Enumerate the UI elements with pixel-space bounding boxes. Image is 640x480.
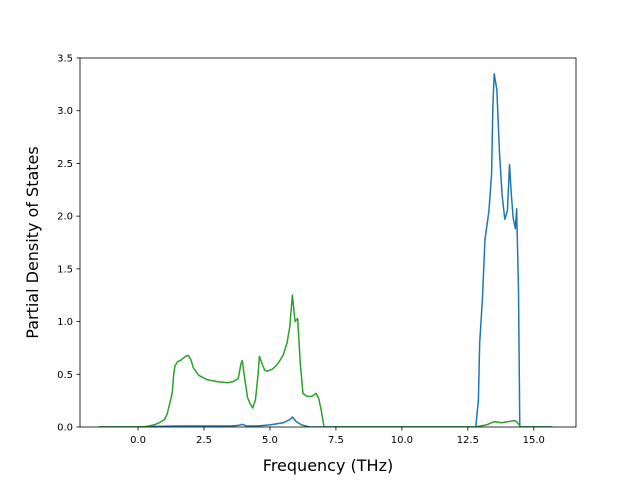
series-layer — [98, 73, 553, 427]
y-axis-label: Partial Density of States — [23, 146, 42, 338]
y-tick-label: 0.0 — [57, 423, 73, 434]
x-tick-label: 7.5 — [328, 435, 344, 446]
y-tick-label: 0.5 — [57, 370, 73, 381]
y-tick-label: 1.0 — [57, 317, 73, 328]
y-tick-label: 3.0 — [57, 106, 73, 117]
x-tick-label: 15.0 — [523, 435, 545, 446]
y-tick-label: 2.5 — [57, 159, 73, 170]
y-tick-label: 1.5 — [57, 264, 73, 275]
series-line-1 — [98, 73, 553, 427]
series-line-2 — [98, 294, 553, 427]
x-tick-label: 10.0 — [391, 435, 413, 446]
x-axis-label: Frequency (THz) — [263, 456, 393, 475]
x-tick-label: 12.5 — [457, 435, 479, 446]
plot-frame — [79, 57, 577, 428]
ticks-layer: 0.0 2.5 5.0 7.5 10.0 12.5 15.0 0.0 0.5 1.0 1.5 2.0 2… — [57, 54, 545, 447]
x-tick-label: 2.5 — [196, 435, 212, 446]
x-tick-label: 5.0 — [262, 435, 278, 446]
y-tick-label: 3.5 — [57, 54, 73, 65]
x-tick-label: 0.0 — [130, 435, 146, 446]
y-tick-label: 2.0 — [57, 212, 73, 223]
